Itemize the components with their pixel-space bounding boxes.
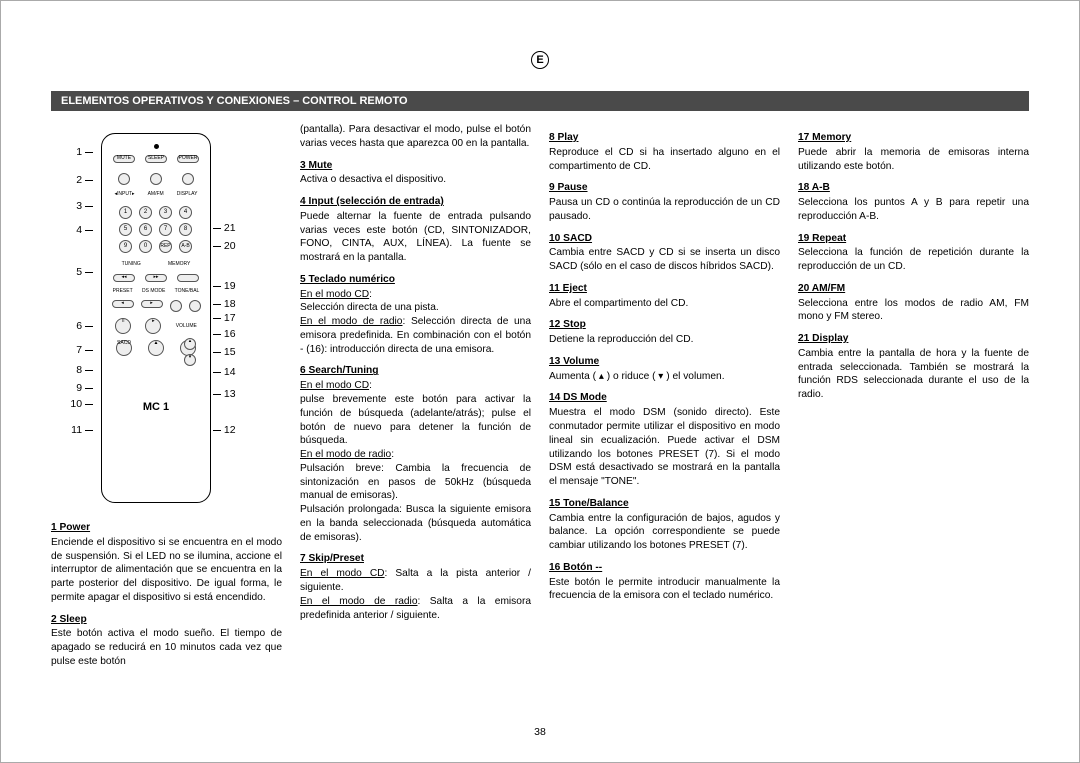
section-title: 19 Repeat [798,232,1029,246]
section-title: 2 Sleep [51,613,282,627]
callout-15: 15 [213,345,255,359]
section-body: Activa o desactiva el dispositivo. [300,173,531,187]
section-body: Enciende el dispositivo si se encuentra … [51,536,282,605]
column-2: (pantalla). Para desactivar el modo, pul… [300,123,531,675]
section-title: 6 Search/Tuning [300,364,531,378]
section-body: Este botón le permite introducir manualm… [549,576,780,604]
callout-16: 16 [213,327,255,341]
callout-14: 14 [213,365,255,379]
remote-model-label: MC 1 [108,400,204,415]
section-title: 11 Eject [549,282,780,296]
section-title: 15 Tone/Balance [549,497,780,511]
section-title: 5 Teclado numérico [300,273,531,287]
section-body: Detiene la reproducción del CD. [549,333,780,347]
section-title: 14 DS Mode [549,391,780,405]
callout-20: 20 [213,239,255,253]
callout-5: 5 [51,265,93,279]
section-body: Cambia entre la pantalla de hora y la fu… [798,347,1029,402]
section-title: 13 Volume [549,355,780,369]
section-title: 4 Input (selección de entrada) [300,195,531,209]
section-body: Selecciona los puntos A y B para repetir… [798,196,1029,224]
callout-3: 3 [51,199,93,213]
column-4: 17 MemoryPuede abrir la memoria de emiso… [798,123,1029,675]
callout-1: 1 [51,145,93,159]
section-title: 3 Mute [300,159,531,173]
language-badge: E [531,51,549,69]
section-title: 16 Botón -- [549,561,780,575]
callout-12: 12 [213,423,255,437]
content-columns: MUTESLEEPPOWER ◂INPUT▸AM/FMDISPLAY 1234 … [51,123,1029,675]
callout-4: 4 [51,223,93,237]
section-body: Reproduce el CD si ha insertado alguno e… [549,146,780,174]
section-title: 8 Play [549,131,780,145]
callout-11: 11 [51,423,93,437]
section-body: Abre el compartimento del CD. [549,297,780,311]
section-body: Puede abrir la memoria de emisoras inter… [798,146,1029,174]
section-title: 17 Memory [798,131,1029,145]
section-title: 21 Display [798,332,1029,346]
callout-10: 10 [51,397,93,411]
section-title: 18 A-B [798,181,1029,195]
section-title: 9 Pause [549,181,780,195]
section-body: Cambia entre SACD y CD si se inserta un … [549,246,780,274]
section-continuation: (pantalla). Para desactivar el modo, pul… [300,123,531,151]
column-1: MUTESLEEPPOWER ◂INPUT▸AM/FMDISPLAY 1234 … [51,123,282,675]
callout-21: 21 [213,221,255,235]
section-title: 12 Stop [549,318,780,332]
manual-page: E ELEMENTOS OPERATIVOS Y CONEXIONES – CO… [0,0,1080,763]
section-body: Selecciona entre los modos de radio AM, … [798,297,1029,325]
callout-17: 17 [213,311,255,325]
section-body: Cambia entre la configuración de bajos, … [549,512,780,553]
section-body: Selecciona la función de repetición dura… [798,246,1029,274]
section-body: En el modo CD: Salta a la pista anterior… [300,567,531,622]
callout-18: 18 [213,297,255,311]
section-title: 1 Power [51,521,282,535]
section-title: 10 SACD [549,232,780,246]
section-body: Puede alternar la fuente de entrada puls… [300,210,531,265]
remote-outline: MUTESLEEPPOWER ◂INPUT▸AM/FMDISPLAY 1234 … [101,133,211,503]
callout-2: 2 [51,173,93,187]
section-header: ELEMENTOS OPERATIVOS Y CONEXIONES – CONT… [51,91,1029,111]
column-3: 8 PlayReproduce el CD si ha insertado al… [549,123,780,675]
callout-19: 19 [213,279,255,293]
section-title: 7 Skip/Preset [300,552,531,566]
section-body: Este botón activa el modo sueño. El tiem… [51,627,282,668]
page-number: 38 [534,726,546,738]
section-body: En el modo CD:pulse brevemente este botó… [300,379,531,544]
callout-6: 6 [51,319,93,333]
section-body: Pausa un CD o continúa la reproducción d… [549,196,780,224]
section-title: 20 AM/FM [798,282,1029,296]
section-body: Aumenta ( ▴ ) o riduce ( ▾ ) el volumen. [549,370,780,384]
section-body: En el modo CD:Selección directa de una p… [300,288,531,357]
callout-9: 9 [51,381,93,395]
callout-8: 8 [51,363,93,377]
callout-7: 7 [51,343,93,357]
callout-13: 13 [213,387,255,401]
section-body: Muestra el modo DSM (sonido directo). Es… [549,406,780,489]
